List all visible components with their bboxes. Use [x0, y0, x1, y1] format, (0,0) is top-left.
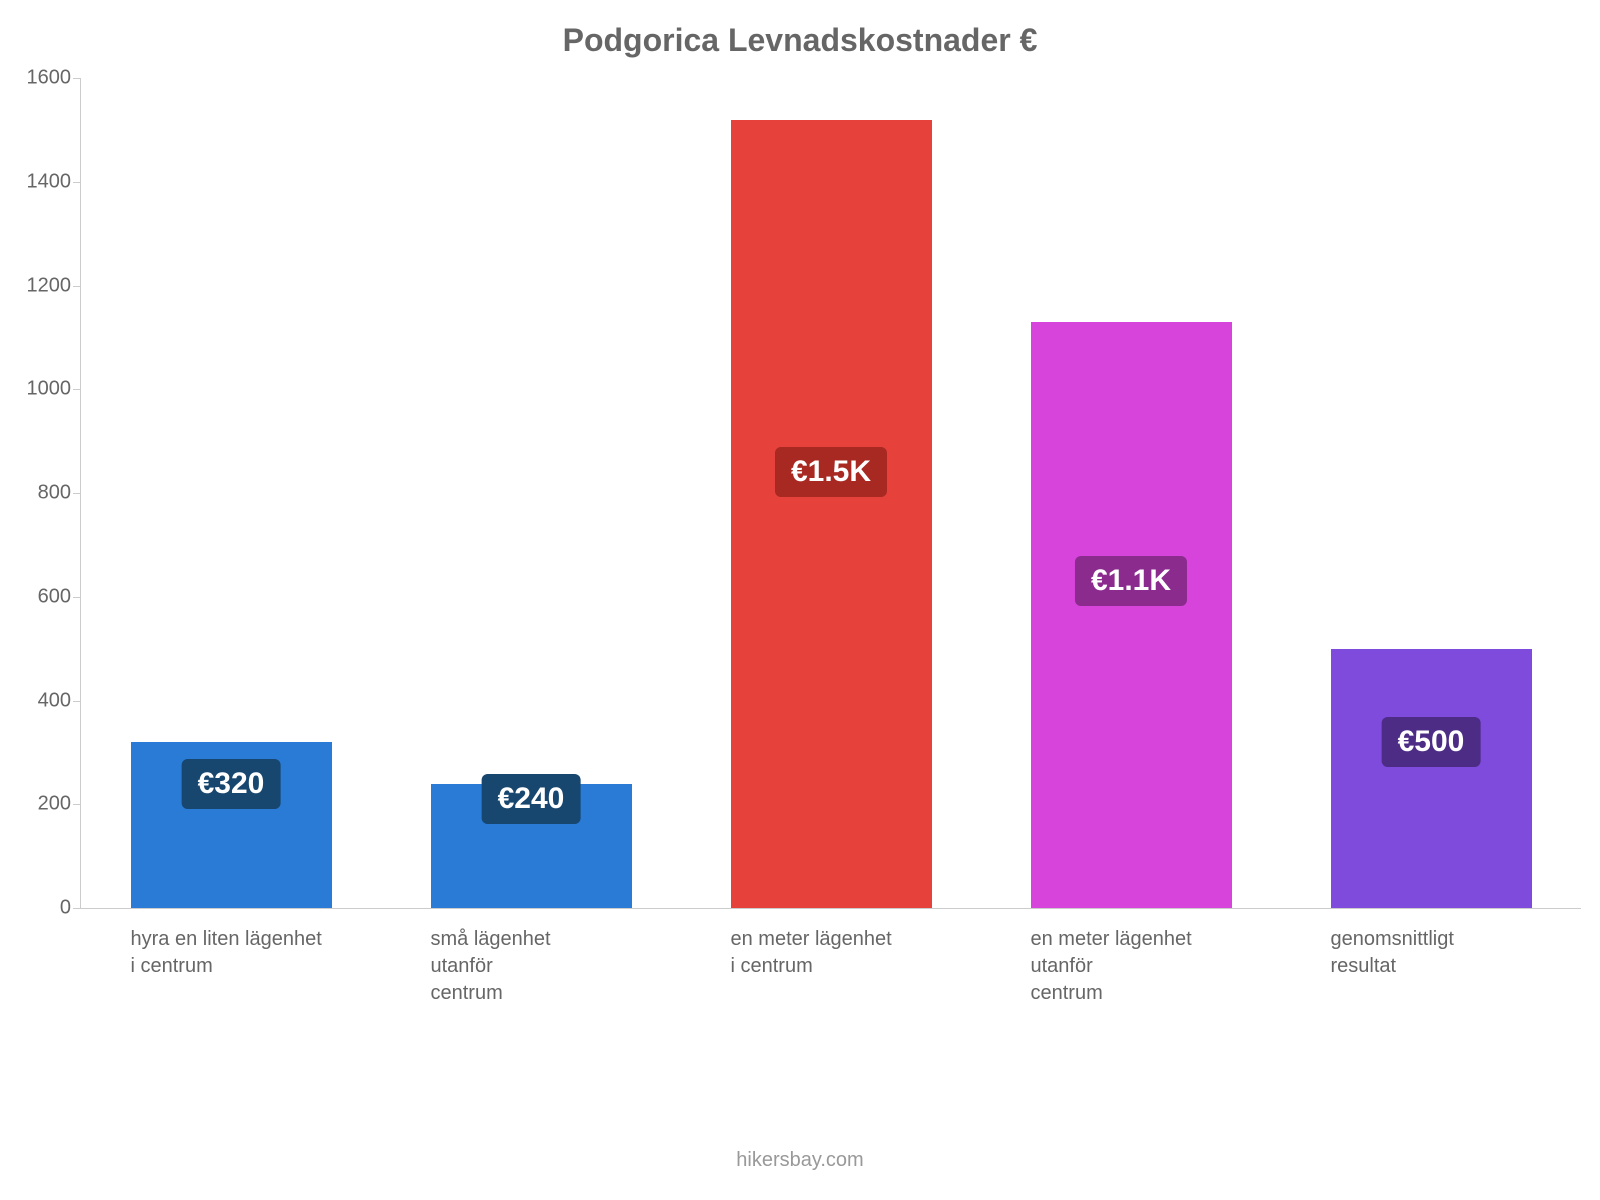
y-tick-label: 400 — [11, 689, 71, 712]
y-tick — [73, 908, 81, 909]
value-badge: €320 — [182, 759, 281, 809]
value-badge: €1.5K — [775, 447, 887, 497]
x-category-label: genomsnittligtresultat — [1331, 926, 1552, 980]
y-tick-label: 1200 — [11, 274, 71, 297]
y-tick — [73, 493, 81, 494]
x-category-label-line: små lägenhet — [431, 926, 652, 953]
value-badge: €1.1K — [1075, 556, 1187, 606]
y-tick-label: 200 — [11, 793, 71, 816]
x-category-label: hyra en liten lägenheti centrum — [131, 926, 352, 980]
bar — [731, 120, 932, 909]
x-category-label-line: utanför — [431, 953, 652, 980]
x-category-label-line: utanför — [1031, 953, 1252, 980]
x-category-label-line: resultat — [1331, 953, 1552, 980]
y-tick — [73, 286, 81, 287]
y-tick-label: 1600 — [11, 67, 71, 90]
chart-footer: hikersbay.com — [0, 1149, 1600, 1172]
x-category-label-line: en meter lägenhet — [731, 926, 952, 953]
x-category-label: små lägenhetutanförcentrum — [431, 926, 652, 1007]
x-category-label-line: centrum — [1031, 980, 1252, 1007]
cost-of-living-chart: Podgorica Levnadskostnader € 02004006008… — [0, 0, 1600, 1200]
y-tick — [73, 597, 81, 598]
y-tick-label: 1000 — [11, 378, 71, 401]
x-category-label-line: genomsnittligt — [1331, 926, 1552, 953]
y-tick-label: 800 — [11, 482, 71, 505]
value-badge: €240 — [482, 774, 581, 824]
x-category-label: en meter lägenheti centrum — [731, 926, 952, 980]
y-tick-label: 0 — [11, 897, 71, 920]
y-tick — [73, 78, 81, 79]
y-tick-label: 1400 — [11, 170, 71, 193]
y-tick — [73, 804, 81, 805]
plot-area: 02004006008001000120014001600€320hyra en… — [80, 78, 1581, 909]
x-category-label-line: i centrum — [131, 953, 352, 980]
x-category-label-line: centrum — [431, 980, 652, 1007]
bar — [1031, 322, 1232, 908]
x-category-label-line: en meter lägenhet — [1031, 926, 1252, 953]
y-tick-label: 600 — [11, 585, 71, 608]
x-category-label-line: hyra en liten lägenhet — [131, 926, 352, 953]
y-tick — [73, 389, 81, 390]
x-category-label: en meter lägenhetutanförcentrum — [1031, 926, 1252, 1007]
bar — [1331, 649, 1532, 908]
chart-title: Podgorica Levnadskostnader € — [0, 22, 1600, 59]
x-category-label-line: i centrum — [731, 953, 952, 980]
y-tick — [73, 701, 81, 702]
y-tick — [73, 182, 81, 183]
value-badge: €500 — [1382, 717, 1481, 767]
